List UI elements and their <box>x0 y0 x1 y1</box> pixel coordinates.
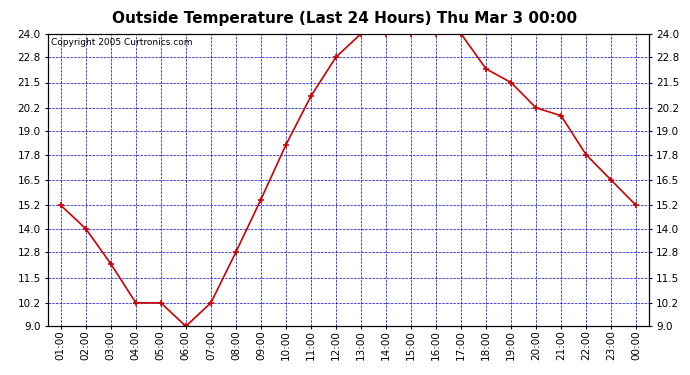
Text: Copyright 2005 Curtronics.com: Copyright 2005 Curtronics.com <box>51 38 193 47</box>
Text: Outside Temperature (Last 24 Hours) Thu Mar 3 00:00: Outside Temperature (Last 24 Hours) Thu … <box>112 11 578 26</box>
